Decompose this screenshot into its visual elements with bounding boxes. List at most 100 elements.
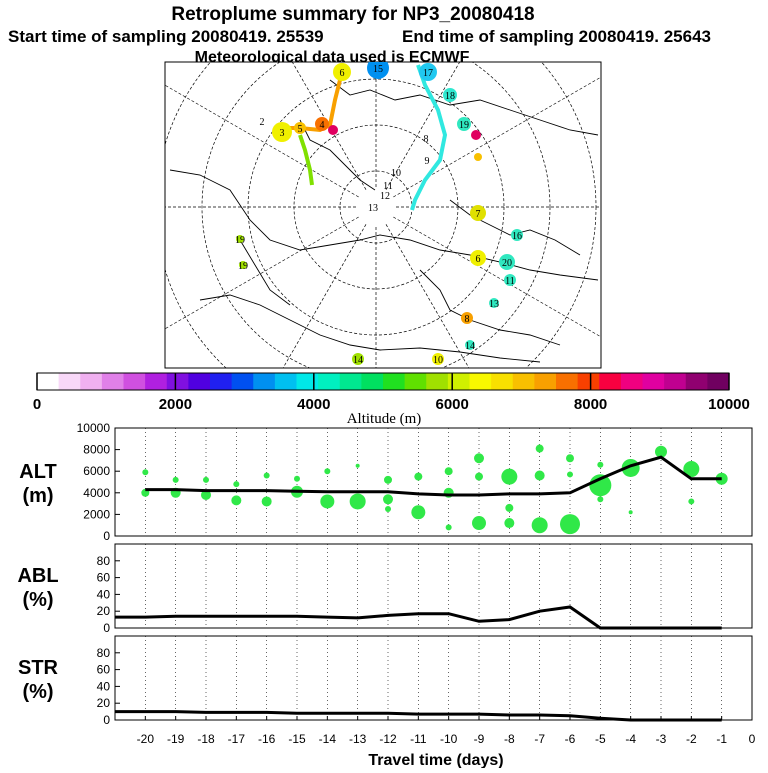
- x-tick-label: -20: [137, 732, 155, 746]
- x-tick-label: -19: [167, 732, 185, 746]
- colorbar-swatch: [231, 373, 254, 390]
- altitude-cluster-point: [355, 463, 360, 468]
- altitude-cluster-point: [231, 495, 242, 506]
- coastline: [449, 199, 581, 256]
- plume-marker: [470, 205, 486, 221]
- x-tick-label: -14: [319, 732, 337, 746]
- plume-marker: [470, 250, 486, 266]
- altitude-cluster-point: [411, 505, 426, 520]
- plume-day-label: 3: [280, 128, 285, 139]
- colorbar-swatch: [188, 373, 211, 390]
- y-tick-label: 6000: [83, 464, 110, 478]
- plume-day-label: 17: [423, 68, 433, 79]
- colorbar-swatch: [210, 373, 233, 390]
- x-tick-label: 0: [749, 732, 756, 746]
- plume-day-label: 12: [380, 191, 390, 202]
- plume-marker: [333, 63, 351, 81]
- plot-frame: [114, 427, 753, 537]
- plume-marker: [236, 235, 244, 243]
- y-tick-label: 60: [97, 663, 111, 677]
- alt-panel: 0 2000 4000 6000 8000 10000 ALT(m): [19, 421, 753, 543]
- plume-day-label: 19: [459, 120, 469, 131]
- plume-day-label: 16: [512, 231, 522, 242]
- plume-marker: [419, 63, 437, 81]
- colorbar-swatch: [383, 373, 406, 390]
- altitude-cluster-point: [597, 496, 604, 503]
- colorbar-swatch: [512, 373, 535, 390]
- altitude-cluster-point: [385, 506, 391, 512]
- colorbar-swatch: [145, 373, 168, 390]
- colorbar-swatch: [101, 373, 124, 390]
- x-tick-label: -11: [410, 732, 427, 746]
- colorbar-swatch: [274, 373, 297, 390]
- colorbar-swatch: [253, 373, 276, 390]
- y-tick-label: 0: [103, 713, 110, 727]
- panel-ylabel: (%): [22, 589, 53, 611]
- plume-day-label: 10: [433, 355, 443, 366]
- coastline: [169, 169, 599, 281]
- y-tick-label: 40: [97, 587, 111, 601]
- plume-day-label: 5: [298, 124, 303, 135]
- panel-ylabel: STR: [18, 657, 59, 679]
- plume-track-cyan: [410, 64, 448, 211]
- altitude-cluster-point: [504, 518, 515, 529]
- coastline: [299, 119, 376, 191]
- plume-day-label: 11: [383, 181, 393, 192]
- meridian-line: [393, 216, 601, 338]
- plume-day-label: 18: [445, 91, 455, 102]
- meridian-line: [282, 224, 367, 368]
- plume-day-label: 15: [373, 64, 383, 75]
- plume-day-label: 19: [238, 261, 248, 272]
- plume-marker: [367, 62, 389, 79]
- colorbar-swatch: [620, 373, 643, 390]
- altitude-cluster-point: [501, 468, 518, 485]
- abl-fraction-line: [115, 605, 722, 630]
- mean-altitude-line: [145, 455, 722, 497]
- y-tick-label: 80: [97, 646, 111, 660]
- plume-day-label: 11: [505, 276, 515, 287]
- altitude-cluster-point: [472, 516, 486, 531]
- x-tick-label: -18: [197, 732, 215, 746]
- plume-marker: [471, 130, 481, 140]
- y-tick-label: 2000: [83, 507, 110, 521]
- meridian-line: [385, 62, 461, 190]
- plume-day-label: 13: [368, 203, 378, 214]
- colorbar-swatch: [599, 373, 622, 390]
- colorbar-tick-label: 4000: [297, 396, 330, 413]
- plume-day-label: 20: [502, 258, 512, 269]
- x-tick-label: -13: [349, 732, 367, 746]
- y-tick-label: 0: [103, 529, 110, 543]
- x-axis-label: Travel time (days): [368, 752, 503, 768]
- x-tick-label: -1: [716, 732, 727, 746]
- plot-frame: [114, 635, 753, 721]
- altitude-cluster-point: [566, 454, 574, 463]
- x-tick-label: -15: [288, 732, 306, 746]
- plume-day-label: 7: [476, 209, 481, 220]
- colorbar-swatch: [664, 373, 687, 390]
- y-tick-label: 20: [97, 604, 111, 618]
- altitude-cluster-point: [534, 470, 545, 481]
- colorbar-label: Altitude (m): [347, 411, 422, 427]
- altitude-cluster-point: [233, 481, 240, 488]
- map-frame: [164, 61, 602, 369]
- plume-marker: [474, 153, 482, 161]
- plume-marker: [489, 298, 499, 308]
- altitude-cluster-point: [203, 476, 209, 483]
- plume-marker: [504, 274, 516, 286]
- colorbar-swatch: [58, 373, 81, 390]
- y-tick-label: 0: [103, 621, 110, 635]
- y-tick-label: 60: [97, 571, 111, 585]
- colorbar-tick-label: 0: [33, 396, 41, 413]
- colorbar-swatch: [37, 373, 60, 390]
- altitude-cluster-point: [320, 494, 335, 509]
- meridian-line: [165, 84, 359, 198]
- y-tick-label: 80: [97, 554, 111, 568]
- latitude-circle: [201, 62, 551, 368]
- plume-marker: [511, 229, 523, 241]
- y-tick-label: 20: [97, 696, 111, 710]
- altitude-cluster-point: [324, 468, 331, 475]
- plume-marker: [352, 353, 364, 365]
- str-fraction-line: [115, 710, 722, 722]
- x-tick-label: -10: [440, 732, 458, 746]
